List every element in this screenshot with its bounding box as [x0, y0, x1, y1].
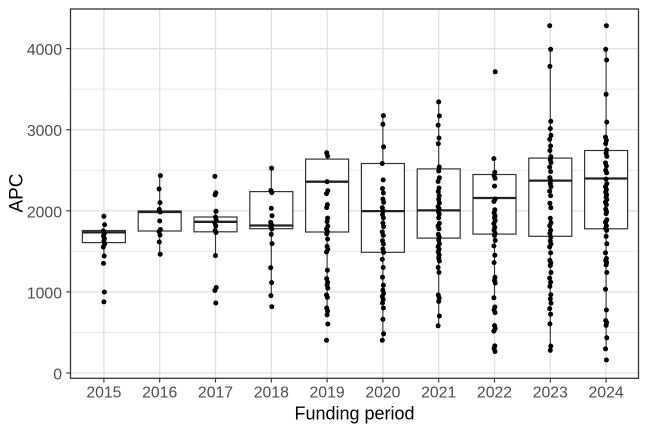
svg-text:1000: 1000: [27, 285, 62, 302]
svg-text:APC: APC: [7, 173, 28, 212]
svg-text:0: 0: [53, 367, 62, 384]
svg-text:2019: 2019: [310, 384, 345, 401]
svg-text:3000: 3000: [27, 123, 62, 140]
svg-text:2000: 2000: [27, 204, 62, 221]
svg-text:2015: 2015: [86, 384, 121, 401]
svg-text:2017: 2017: [198, 384, 233, 401]
svg-text:Funding period: Funding period: [294, 404, 414, 424]
svg-text:2023: 2023: [533, 384, 568, 401]
svg-text:4000: 4000: [27, 42, 62, 59]
svg-text:2020: 2020: [365, 384, 400, 401]
svg-text:2021: 2021: [421, 384, 456, 401]
svg-text:2018: 2018: [254, 384, 289, 401]
svg-text:2024: 2024: [589, 384, 624, 401]
svg-text:2016: 2016: [142, 384, 177, 401]
svg-text:2022: 2022: [477, 384, 512, 401]
